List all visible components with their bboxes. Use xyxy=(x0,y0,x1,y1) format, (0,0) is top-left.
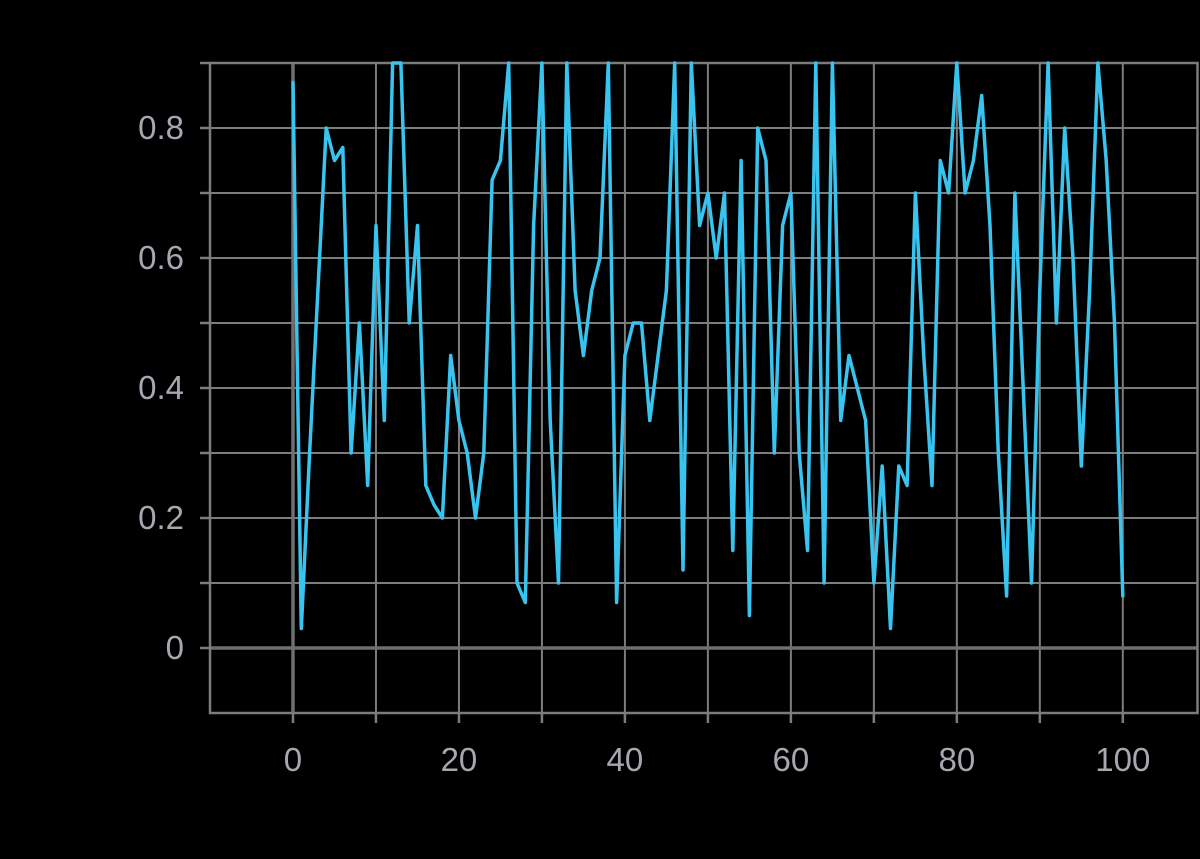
x-tick-label: 40 xyxy=(607,741,644,778)
x-tick-label: 100 xyxy=(1095,741,1150,778)
data-line xyxy=(291,61,1125,631)
x-tick-label: 80 xyxy=(938,741,975,778)
y-tick-label: 0.8 xyxy=(138,109,184,146)
x-tick-label: 0 xyxy=(284,741,302,778)
y-tick-label: 0.6 xyxy=(138,239,184,276)
x-tick-label: 20 xyxy=(441,741,478,778)
y-tick-label: 0.4 xyxy=(138,369,184,406)
x-tick-label: 60 xyxy=(773,741,810,778)
y-tick-label: 0.2 xyxy=(138,499,184,536)
y-tick-label: 0 xyxy=(166,629,184,666)
